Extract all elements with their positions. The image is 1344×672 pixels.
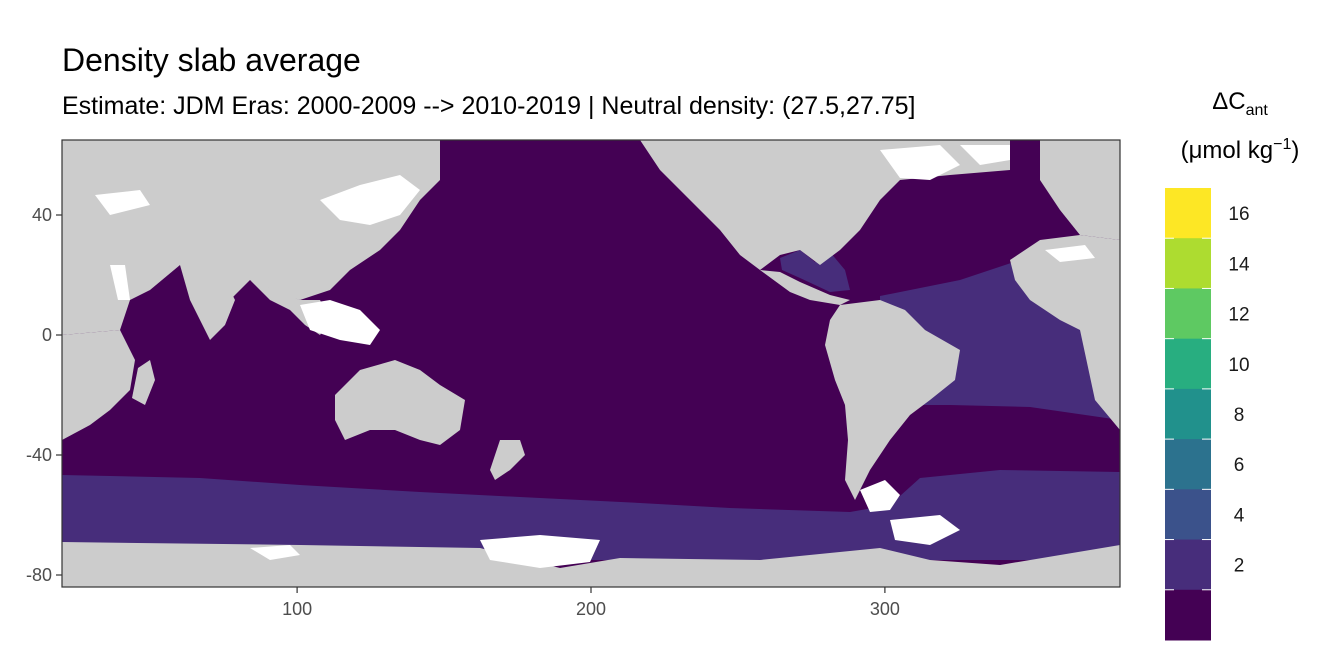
missing-weddell	[890, 515, 960, 545]
land-central-america	[760, 270, 850, 305]
legend-label: 10	[1228, 355, 1249, 376]
legend-color-step	[1165, 238, 1211, 289]
missing-red-sea	[110, 265, 130, 300]
legend-label: 8	[1234, 405, 1245, 426]
land-eurasia-west	[62, 140, 440, 335]
land-europe-africa-east	[1010, 235, 1120, 430]
legend-label: 2	[1234, 556, 1245, 577]
southern-ocean-band	[62, 470, 1120, 560]
color-legend: 16 14 12 10 8 6 4 2	[1165, 188, 1250, 641]
land-new-zealand	[490, 440, 525, 480]
land-greenland	[1040, 140, 1120, 240]
chart-title: Density slab average	[62, 42, 361, 78]
land-india	[180, 265, 235, 340]
missing-siberia	[320, 175, 420, 225]
legend-unit-suffix: )	[1291, 137, 1300, 164]
legend-unit-prefix: (μmol kg	[1180, 137, 1274, 164]
legend-color-step	[1165, 439, 1211, 490]
legend-color-step	[1165, 539, 1211, 591]
legend-color-step	[1165, 589, 1211, 641]
legend-label: 12	[1228, 305, 1249, 326]
caribbean-region	[780, 250, 850, 292]
chart-subtitle: Estimate: JDM Eras: 2000-2009 --> 2010-2…	[62, 92, 916, 120]
legend-label: 6	[1234, 455, 1245, 476]
legend-label: 16	[1228, 204, 1249, 225]
missing-indonesia	[300, 300, 380, 345]
land-east-africa	[62, 330, 135, 440]
y-tick-label: 0	[42, 325, 52, 345]
y-tick-label: -40	[26, 445, 52, 465]
legend-subscript: ant	[1245, 101, 1268, 119]
legend-color-step	[1165, 338, 1211, 390]
missing-data-areas	[95, 145, 1095, 568]
x-tick-label: 200	[576, 599, 606, 619]
legend-label: 4	[1234, 505, 1245, 526]
legend-unit-exponent: −1	[1273, 136, 1292, 153]
land-masses	[62, 140, 1120, 587]
legend-unit: (μmol kg−1)	[1150, 136, 1330, 165]
missing-ross-sea	[480, 535, 600, 568]
missing-black-sea	[95, 190, 150, 215]
legend-title: ΔCant	[1150, 88, 1330, 120]
x-tick-label: 100	[282, 599, 312, 619]
missing-hudson-bay	[880, 145, 960, 180]
legend-color-step	[1165, 489, 1211, 541]
y-tick-label: 40	[32, 205, 52, 225]
legend-symbol: ΔC	[1212, 88, 1246, 115]
missing-arctic-canada	[960, 145, 1010, 165]
legend-color-step	[1165, 288, 1211, 340]
missing-amery	[250, 545, 300, 560]
x-tick-label: 300	[870, 599, 900, 619]
missing-patagonia-shelf	[860, 480, 900, 512]
missing-mediterranean	[1045, 245, 1095, 262]
land-madagascar	[132, 360, 155, 405]
map-panel	[61, 139, 1121, 588]
land-australia	[335, 360, 465, 445]
legend-color-step	[1165, 188, 1211, 239]
land-antarctica	[62, 542, 1120, 587]
y-tick-label: -80	[26, 565, 52, 585]
land-south-america	[825, 300, 960, 500]
legend-color-step	[1165, 388, 1211, 440]
legend-label: 14	[1228, 254, 1250, 275]
